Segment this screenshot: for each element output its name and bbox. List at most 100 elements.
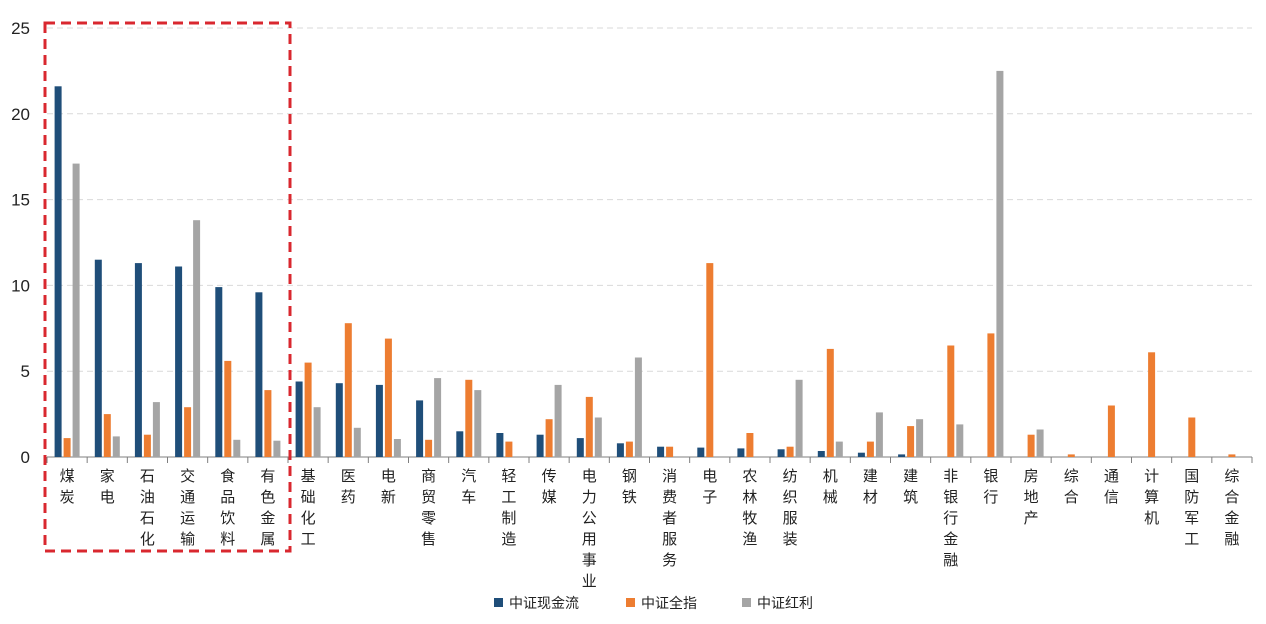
- x-category-label: 纺织服装: [783, 467, 798, 548]
- x-category-label: 商贸零售: [421, 467, 436, 548]
- bar: [375, 384, 383, 457]
- bar: [505, 441, 513, 457]
- x-category-label: 房地产: [1024, 467, 1039, 527]
- bar: [255, 292, 263, 457]
- x-category-label: 通信: [1104, 467, 1119, 506]
- bar: [496, 433, 504, 457]
- bar: [898, 454, 906, 457]
- bar: [1107, 405, 1115, 457]
- bar: [335, 383, 343, 457]
- bar: [94, 259, 102, 457]
- bar: [264, 390, 272, 457]
- legend-label: 中证全指: [641, 595, 697, 612]
- bar: [416, 400, 424, 457]
- bar: [996, 70, 1004, 458]
- x-category-label: 交通运输: [180, 467, 195, 548]
- x-category-label: 农林牧渔: [742, 467, 757, 548]
- x-category-label: 机械: [823, 467, 838, 506]
- bar: [777, 449, 785, 457]
- bar: [826, 348, 834, 457]
- x-category-label: 电力公用事业: [582, 467, 597, 590]
- x-category-label: 煤炭: [60, 467, 75, 506]
- bar: [594, 417, 602, 457]
- x-category-label: 综合金融: [1224, 467, 1239, 548]
- bar: [175, 266, 183, 457]
- bar: [576, 438, 584, 457]
- bar: [54, 86, 62, 458]
- bar: [706, 263, 714, 457]
- bar: [866, 441, 874, 457]
- x-category-label: 计算机: [1144, 467, 1159, 527]
- x-category-label: 电子: [702, 467, 717, 506]
- bar: [304, 362, 312, 457]
- bar: [1067, 454, 1075, 457]
- highlight-box: [43, 21, 292, 553]
- bar: [916, 419, 924, 457]
- bar: [795, 379, 803, 457]
- bar: [465, 379, 473, 457]
- bar: [616, 443, 624, 457]
- legend-label: 中证现金流: [509, 596, 579, 612]
- bar: [313, 407, 321, 457]
- x-category-label: 基础化工: [301, 467, 316, 548]
- x-category-label: 有色金属: [260, 467, 275, 548]
- grid-layer: [47, 27, 1252, 372]
- bar: [233, 439, 241, 457]
- x-category-label: 国防军工: [1184, 467, 1199, 548]
- bar: [215, 287, 223, 457]
- legend-swatch: [494, 598, 503, 607]
- x-category-label: 轻工制造: [501, 467, 516, 548]
- highlight-layer: [43, 21, 292, 553]
- bar: [344, 323, 352, 457]
- bar: [1036, 429, 1044, 457]
- bar: [666, 446, 674, 457]
- x-category-label: 电新: [381, 467, 396, 506]
- bar: [835, 441, 843, 457]
- bar: [474, 390, 482, 457]
- bar: [947, 345, 955, 457]
- bar: [554, 384, 562, 457]
- bar: [1027, 434, 1035, 457]
- bar: [585, 396, 593, 457]
- y-tick-label: 15: [11, 191, 30, 210]
- y-tick-label: 5: [21, 362, 30, 381]
- bar: [817, 451, 825, 457]
- bar: [63, 438, 71, 457]
- bar: [697, 447, 705, 457]
- x-category-label: 传媒: [542, 467, 557, 506]
- bar: [434, 378, 442, 457]
- bar: [1188, 417, 1196, 457]
- bar: [152, 402, 160, 457]
- bar-layer: [54, 70, 1236, 458]
- x-category-label: 银行: [983, 467, 998, 506]
- bar: [786, 446, 794, 457]
- bar: [1228, 454, 1236, 457]
- bar: [907, 426, 915, 457]
- bar: [103, 414, 111, 457]
- x-category-label: 汽车: [461, 467, 476, 506]
- bar: [384, 338, 392, 457]
- x-category-label: 建材: [863, 467, 878, 506]
- bar: [634, 357, 642, 457]
- x-category-label: 建筑: [903, 467, 918, 506]
- bar: [737, 448, 745, 457]
- bar: [657, 446, 665, 457]
- y-tick-label: 25: [11, 19, 30, 38]
- legend: 中证现金流 中证全指 中证红利: [494, 595, 813, 612]
- bar: [875, 412, 883, 457]
- bar: [72, 163, 80, 457]
- legend-swatch: [742, 598, 751, 607]
- bar: [184, 407, 192, 457]
- bar: [987, 333, 995, 457]
- legend-swatch: [626, 598, 635, 607]
- x-category-label: 食品饮料: [220, 467, 235, 548]
- bar: [857, 452, 865, 457]
- bar: [112, 436, 120, 457]
- bar: [956, 424, 964, 457]
- bar: [295, 381, 303, 457]
- bar: [193, 220, 201, 457]
- x-category-label: 非银行金融: [943, 467, 958, 569]
- x-category-label: 家电: [100, 467, 115, 506]
